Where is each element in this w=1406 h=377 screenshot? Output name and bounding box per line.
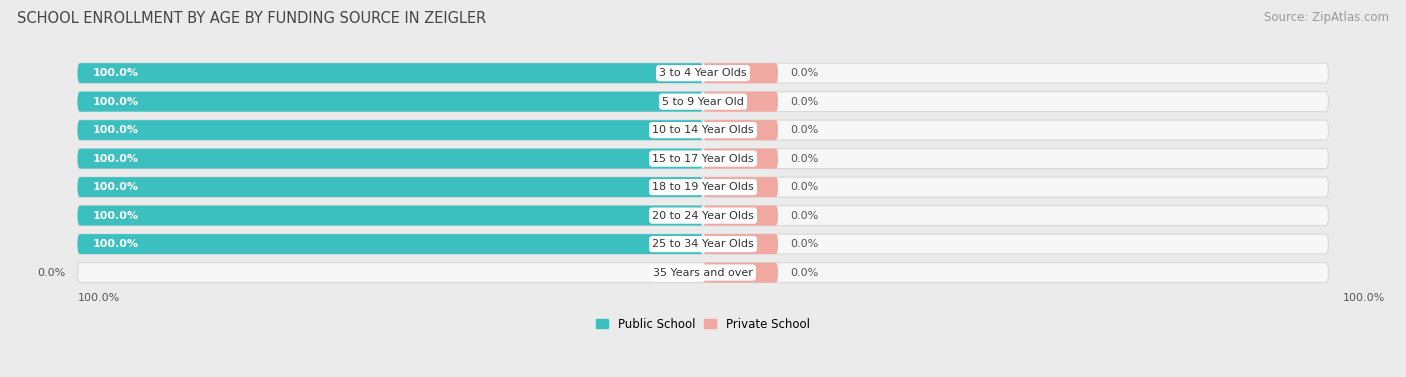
- Text: 0.0%: 0.0%: [790, 211, 818, 221]
- Text: 15 to 17 Year Olds: 15 to 17 Year Olds: [652, 153, 754, 164]
- Text: 0.0%: 0.0%: [790, 239, 818, 249]
- Text: 100.0%: 100.0%: [93, 68, 139, 78]
- FancyBboxPatch shape: [703, 92, 778, 112]
- FancyBboxPatch shape: [77, 263, 1329, 282]
- Text: 100.0%: 100.0%: [93, 153, 139, 164]
- FancyBboxPatch shape: [77, 120, 703, 140]
- FancyBboxPatch shape: [77, 149, 1329, 169]
- Text: 100.0%: 100.0%: [1343, 293, 1385, 303]
- Text: 0.0%: 0.0%: [790, 97, 818, 107]
- FancyBboxPatch shape: [77, 177, 703, 197]
- Text: 3 to 4 Year Olds: 3 to 4 Year Olds: [659, 68, 747, 78]
- Text: 0.0%: 0.0%: [37, 268, 65, 277]
- FancyBboxPatch shape: [703, 263, 778, 282]
- Legend: Public School, Private School: Public School, Private School: [592, 313, 814, 336]
- Text: 100.0%: 100.0%: [93, 125, 139, 135]
- FancyBboxPatch shape: [77, 120, 1329, 140]
- FancyBboxPatch shape: [703, 234, 778, 254]
- Text: 18 to 19 Year Olds: 18 to 19 Year Olds: [652, 182, 754, 192]
- FancyBboxPatch shape: [703, 149, 778, 169]
- FancyBboxPatch shape: [77, 205, 1329, 225]
- Text: 5 to 9 Year Old: 5 to 9 Year Old: [662, 97, 744, 107]
- Text: 100.0%: 100.0%: [93, 211, 139, 221]
- Text: Source: ZipAtlas.com: Source: ZipAtlas.com: [1264, 11, 1389, 24]
- Text: 35 Years and over: 35 Years and over: [652, 268, 754, 277]
- FancyBboxPatch shape: [77, 177, 1329, 197]
- FancyBboxPatch shape: [703, 205, 778, 225]
- Text: SCHOOL ENROLLMENT BY AGE BY FUNDING SOURCE IN ZEIGLER: SCHOOL ENROLLMENT BY AGE BY FUNDING SOUR…: [17, 11, 486, 26]
- Text: 100.0%: 100.0%: [93, 182, 139, 192]
- FancyBboxPatch shape: [77, 149, 703, 169]
- Text: 100.0%: 100.0%: [93, 239, 139, 249]
- Text: 25 to 34 Year Olds: 25 to 34 Year Olds: [652, 239, 754, 249]
- Text: 10 to 14 Year Olds: 10 to 14 Year Olds: [652, 125, 754, 135]
- FancyBboxPatch shape: [77, 234, 703, 254]
- Text: 0.0%: 0.0%: [790, 182, 818, 192]
- FancyBboxPatch shape: [703, 177, 778, 197]
- FancyBboxPatch shape: [77, 63, 1329, 83]
- Text: 20 to 24 Year Olds: 20 to 24 Year Olds: [652, 211, 754, 221]
- FancyBboxPatch shape: [77, 63, 703, 83]
- FancyBboxPatch shape: [77, 92, 703, 112]
- Text: 0.0%: 0.0%: [790, 268, 818, 277]
- FancyBboxPatch shape: [77, 92, 1329, 112]
- FancyBboxPatch shape: [703, 63, 778, 83]
- Text: 0.0%: 0.0%: [790, 68, 818, 78]
- Text: 100.0%: 100.0%: [77, 293, 120, 303]
- Text: 0.0%: 0.0%: [790, 125, 818, 135]
- Text: 100.0%: 100.0%: [93, 97, 139, 107]
- FancyBboxPatch shape: [77, 205, 703, 225]
- FancyBboxPatch shape: [77, 234, 1329, 254]
- FancyBboxPatch shape: [703, 120, 778, 140]
- Text: 0.0%: 0.0%: [790, 153, 818, 164]
